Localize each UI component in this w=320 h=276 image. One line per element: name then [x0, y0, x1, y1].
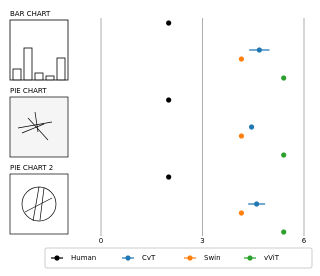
dot — [166, 174, 172, 180]
legend-box — [44, 247, 313, 269]
legend-label: CvT — [142, 254, 156, 262]
dot — [166, 97, 172, 103]
x-tick-label: 0 — [99, 237, 103, 245]
panel-title: BAR CHART — [10, 10, 51, 18]
dot — [238, 210, 245, 216]
legend-marker — [125, 255, 131, 261]
legend-marker — [247, 255, 253, 261]
legend-label: vViT — [264, 254, 280, 262]
panel-title: PIE CHART — [10, 87, 47, 95]
dot — [281, 229, 287, 235]
legend-marker — [187, 255, 193, 261]
legend-label: Human — [71, 254, 96, 262]
dot — [281, 152, 287, 158]
dot — [256, 47, 262, 53]
dot — [238, 133, 245, 139]
x-tick-label: 6 — [302, 237, 307, 245]
thumbnail-pie-chart-2 — [9, 173, 69, 235]
dot — [166, 20, 172, 26]
legend-marker — [54, 255, 60, 261]
panel-title: PIE CHART 2 — [10, 164, 53, 172]
dot — [254, 201, 260, 207]
thumbnail-bar-chart — [9, 19, 69, 81]
legend-label: Swin — [204, 254, 221, 262]
dot — [281, 75, 287, 81]
thumbnail-pie-chart — [9, 96, 69, 158]
dot — [238, 56, 245, 62]
dot — [248, 124, 255, 130]
x-tick-label: 3 — [200, 237, 204, 245]
